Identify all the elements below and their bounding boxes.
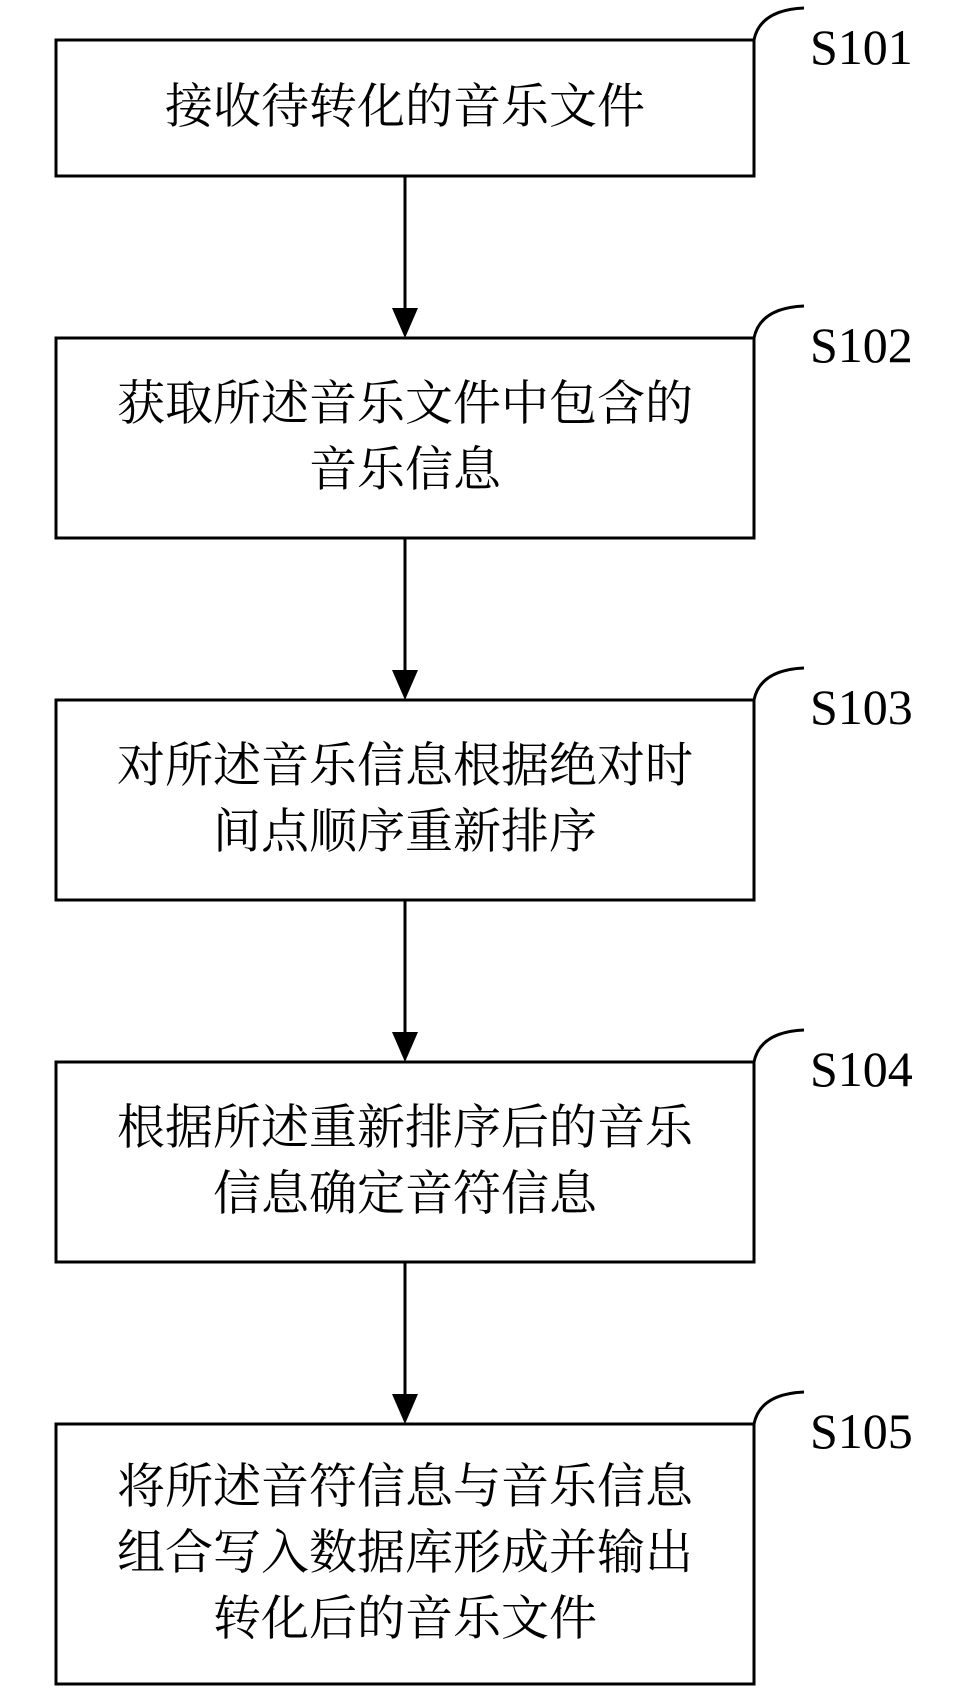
flowchart-canvas: 接收待转化的音乐文件 S101 获取所述音乐文件中包含的音乐信息 S102 对所述音乐信… <box>0 0 977 1704</box>
callout-S105 <box>754 1392 804 1424</box>
callout-S102 <box>754 306 804 338</box>
step-text-S105-line0: 将所述音符信息与音乐信息 <box>117 1448 694 1517</box>
step-text-S101-line0: 接收待转化的音乐文件 <box>165 68 645 137</box>
arrow-head-S104-S105 <box>392 1394 418 1424</box>
step-label-S101: S101 <box>810 19 913 75</box>
step-text-S105-line1: 组合写入数据库形成并输出 <box>117 1514 693 1583</box>
step-label-S103: S103 <box>810 679 913 735</box>
step-label-S105: S105 <box>810 1403 913 1459</box>
step-text-S103-line0: 对所述音乐信息根据绝对时 <box>117 727 693 796</box>
callout-S101 <box>754 8 804 40</box>
step-text-S105-line2: 转化后的音乐文件 <box>213 1580 597 1649</box>
step-label-S102: S102 <box>810 317 913 373</box>
callout-S104 <box>754 1030 804 1062</box>
arrow-head-S102-S103 <box>392 670 418 700</box>
step-text-S104-line1: 信息确定音符信息 <box>213 1155 598 1224</box>
callout-S103 <box>754 668 804 700</box>
step-text-S104-line0: 根据所述重新排序后的音乐 <box>117 1089 694 1158</box>
step-text-S103-line1: 间点顺序重新排序 <box>213 793 597 862</box>
step-label-S104: S104 <box>810 1041 913 1097</box>
arrow-head-S103-S104 <box>392 1032 418 1062</box>
arrow-head-S101-S102 <box>392 308 418 338</box>
step-text-S102-line1: 音乐信息 <box>309 431 502 500</box>
step-text-S102-line0: 获取所述音乐文件中包含的 <box>117 365 693 434</box>
